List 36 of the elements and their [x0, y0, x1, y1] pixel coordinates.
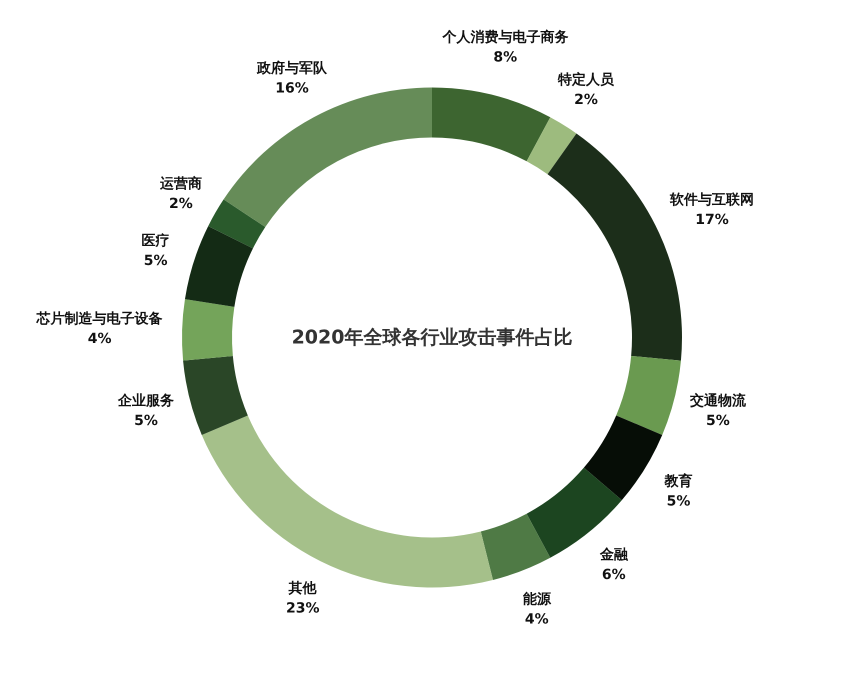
donut-slice — [616, 356, 681, 435]
slice-label: 教育 — [664, 472, 693, 490]
data-label: 5% — [134, 412, 158, 429]
slice-label: 交通物流 — [688, 392, 747, 409]
text: 2020年全球各行业攻击事件占比 — [292, 326, 572, 348]
donut-slice — [182, 299, 234, 361]
slice-label: 其他 — [288, 580, 318, 597]
data-label: 5% — [144, 253, 168, 270]
donut-slice — [183, 356, 248, 435]
data-label: 23% — [286, 600, 320, 617]
donut-slice — [584, 415, 662, 500]
slice-label: 运营商 — [158, 175, 202, 192]
donut-slice — [526, 117, 576, 174]
data-label: 4% — [524, 611, 549, 628]
data-label: 8% — [493, 50, 518, 66]
donut-slice — [432, 88, 550, 162]
slice-label: 特定人员 — [557, 71, 616, 88]
donut-slice — [208, 199, 266, 248]
data-label: 4% — [88, 330, 112, 347]
slice-label: 个人消费与电子商务 — [441, 28, 568, 46]
slice-label: 软件与互联网 — [668, 192, 754, 208]
data-label: 5% — [666, 494, 690, 510]
data-label: 5% — [706, 412, 730, 429]
slice-label: 能源 — [522, 591, 552, 608]
data-label: 16% — [275, 80, 309, 96]
donut-slice — [480, 514, 550, 580]
data-label: 6% — [602, 566, 626, 583]
slice-label: 企业服务 — [117, 392, 174, 409]
data-label: 2% — [574, 92, 598, 108]
slice-label: 政府与军队 — [256, 59, 328, 76]
slice-label: 医疗 — [142, 232, 170, 250]
slice-label: 金融 — [598, 546, 629, 563]
data-label: 17% — [695, 212, 729, 228]
slice-label: 芯片制造与电子设备 — [36, 310, 163, 327]
donut-slice — [184, 226, 253, 307]
data-label: 2% — [168, 196, 193, 212]
